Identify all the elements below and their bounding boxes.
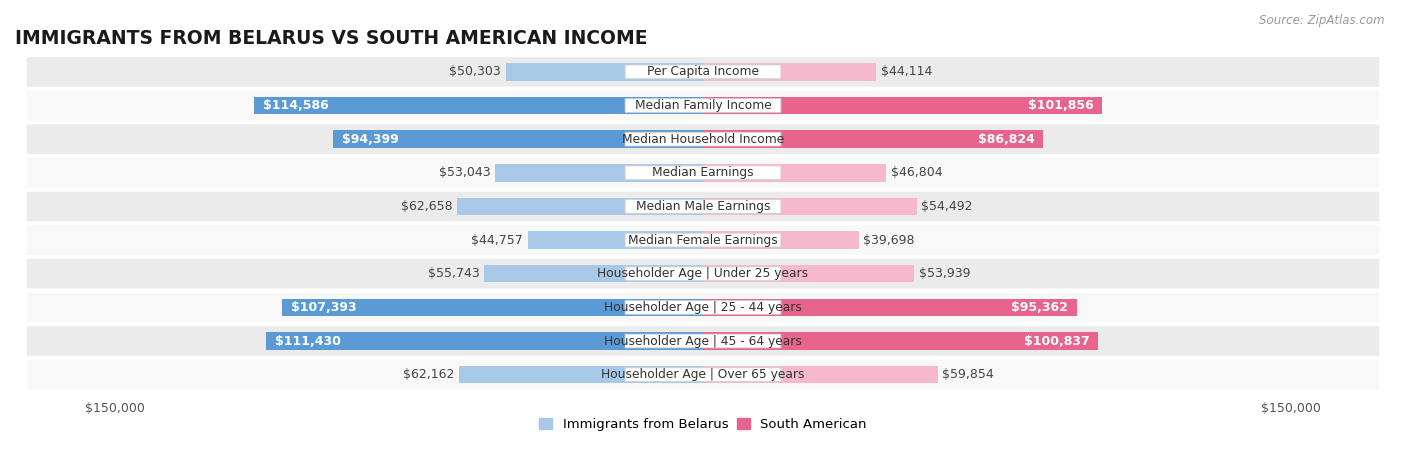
- Text: $62,162: $62,162: [404, 368, 454, 381]
- Bar: [266, 333, 703, 350]
- Bar: [703, 333, 1098, 350]
- Text: $54,492: $54,492: [921, 200, 973, 213]
- Bar: [485, 265, 703, 283]
- Text: $53,043: $53,043: [439, 166, 491, 179]
- Text: IMMIGRANTS FROM BELARUS VS SOUTH AMERICAN INCOME: IMMIGRANTS FROM BELARUS VS SOUTH AMERICA…: [15, 29, 648, 48]
- Text: $86,824: $86,824: [977, 133, 1035, 146]
- Bar: [460, 366, 703, 383]
- Bar: [703, 164, 886, 182]
- Bar: [703, 63, 876, 81]
- FancyBboxPatch shape: [626, 233, 780, 247]
- FancyBboxPatch shape: [626, 132, 780, 146]
- FancyBboxPatch shape: [27, 225, 1379, 255]
- Text: $44,757: $44,757: [471, 234, 523, 247]
- FancyBboxPatch shape: [27, 191, 1379, 221]
- Bar: [703, 198, 917, 215]
- FancyBboxPatch shape: [626, 65, 780, 79]
- FancyBboxPatch shape: [27, 292, 1379, 322]
- Text: $46,804: $46,804: [891, 166, 943, 179]
- Text: Per Capita Income: Per Capita Income: [647, 65, 759, 78]
- Text: Median Earnings: Median Earnings: [652, 166, 754, 179]
- Text: Householder Age | Under 25 years: Householder Age | Under 25 years: [598, 267, 808, 280]
- Text: Median Family Income: Median Family Income: [634, 99, 772, 112]
- Bar: [527, 231, 703, 249]
- FancyBboxPatch shape: [27, 326, 1379, 356]
- FancyBboxPatch shape: [27, 360, 1379, 389]
- Text: Median Female Earnings: Median Female Earnings: [628, 234, 778, 247]
- Legend: Immigrants from Belarus, South American: Immigrants from Belarus, South American: [540, 417, 866, 431]
- FancyBboxPatch shape: [27, 124, 1379, 154]
- Bar: [703, 231, 859, 249]
- Text: $53,939: $53,939: [920, 267, 970, 280]
- FancyBboxPatch shape: [27, 57, 1379, 87]
- Text: $39,698: $39,698: [863, 234, 915, 247]
- FancyBboxPatch shape: [626, 99, 780, 113]
- FancyBboxPatch shape: [626, 267, 780, 281]
- FancyBboxPatch shape: [626, 368, 780, 382]
- Bar: [703, 366, 938, 383]
- Text: Householder Age | Over 65 years: Householder Age | Over 65 years: [602, 368, 804, 381]
- FancyBboxPatch shape: [27, 259, 1379, 289]
- Bar: [703, 298, 1077, 316]
- Text: $59,854: $59,854: [942, 368, 994, 381]
- Bar: [333, 130, 703, 148]
- Text: Median Household Income: Median Household Income: [621, 133, 785, 146]
- Text: $101,856: $101,856: [1028, 99, 1094, 112]
- Bar: [457, 198, 703, 215]
- Text: $55,743: $55,743: [427, 267, 479, 280]
- Text: Householder Age | 25 - 44 years: Householder Age | 25 - 44 years: [605, 301, 801, 314]
- Text: $107,393: $107,393: [291, 301, 357, 314]
- Bar: [254, 97, 703, 114]
- FancyBboxPatch shape: [626, 334, 780, 348]
- Text: Householder Age | 45 - 64 years: Householder Age | 45 - 64 years: [605, 334, 801, 347]
- Text: $50,303: $50,303: [450, 65, 501, 78]
- FancyBboxPatch shape: [626, 199, 780, 213]
- FancyBboxPatch shape: [626, 300, 780, 314]
- Text: Source: ZipAtlas.com: Source: ZipAtlas.com: [1260, 14, 1385, 27]
- FancyBboxPatch shape: [626, 166, 780, 180]
- Bar: [703, 97, 1102, 114]
- Text: $62,658: $62,658: [401, 200, 453, 213]
- Text: $100,837: $100,837: [1024, 334, 1090, 347]
- Text: $95,362: $95,362: [1011, 301, 1069, 314]
- Bar: [703, 265, 914, 283]
- Bar: [703, 130, 1043, 148]
- Text: $111,430: $111,430: [276, 334, 340, 347]
- Bar: [283, 298, 703, 316]
- FancyBboxPatch shape: [27, 91, 1379, 120]
- Text: $44,114: $44,114: [880, 65, 932, 78]
- Text: Median Male Earnings: Median Male Earnings: [636, 200, 770, 213]
- Text: $114,586: $114,586: [263, 99, 329, 112]
- Bar: [495, 164, 703, 182]
- FancyBboxPatch shape: [27, 158, 1379, 188]
- Bar: [506, 63, 703, 81]
- Text: $94,399: $94,399: [342, 133, 398, 146]
